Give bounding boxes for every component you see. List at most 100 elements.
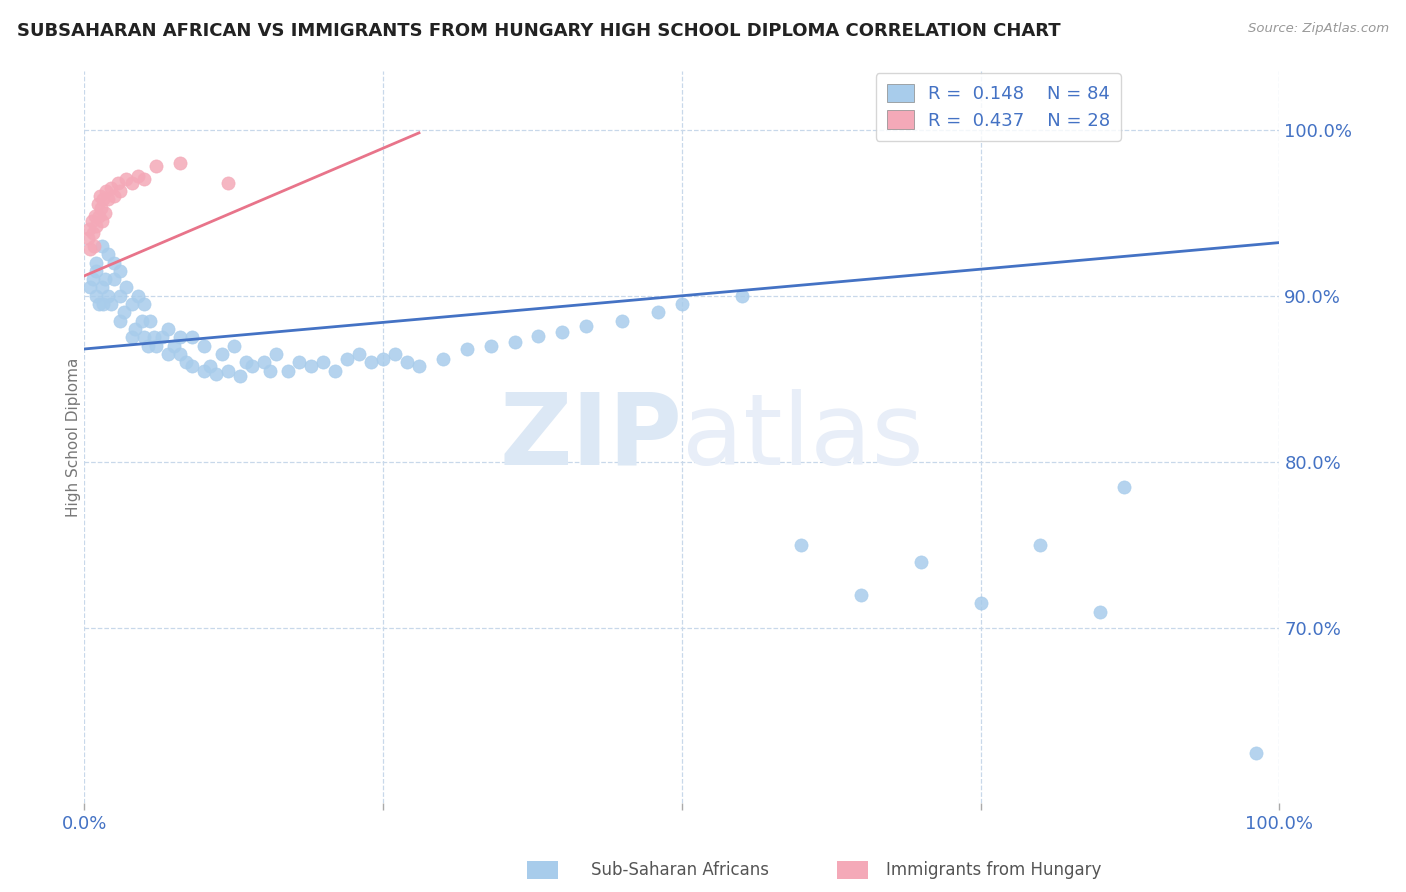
Point (112, 305, 135, 319)
Point (851, 588, 873, 602)
Text: SUBSAHARAN AFRICAN VS IMMIGRANTS FROM HUNGARY HIGH SCHOOL DIPLOMA CORRELATION CH: SUBSAHARAN AFRICAN VS IMMIGRANTS FROM HU… (17, 22, 1060, 40)
Point (86, 255, 108, 269)
Text: Source: ZipAtlas.com: Source: ZipAtlas.com (1249, 22, 1389, 36)
Point (82, 226, 104, 240)
Point (89, 189, 111, 203)
Point (479, 338, 502, 352)
Point (503, 335, 526, 350)
Point (93, 297, 115, 311)
Point (217, 363, 239, 377)
Point (193, 363, 215, 377)
Point (97, 289, 120, 303)
Point (103, 272, 125, 286)
Point (80, 214, 103, 228)
Point (93, 192, 115, 206)
Point (1029, 538, 1052, 552)
Point (222, 338, 245, 352)
Point (90, 201, 112, 215)
Point (259, 363, 281, 377)
Point (264, 347, 287, 361)
Point (107, 176, 129, 190)
Point (174, 355, 197, 369)
Point (86, 289, 108, 303)
Legend: R =  0.148    N = 84, R =  0.437    N = 28: R = 0.148 N = 84, R = 0.437 N = 28 (876, 73, 1121, 141)
Point (360, 355, 382, 369)
Point (124, 322, 146, 336)
Point (86, 219, 108, 233)
Point (205, 367, 228, 381)
Point (193, 338, 215, 352)
Point (86, 197, 108, 211)
Point (181, 359, 204, 373)
Point (240, 359, 263, 373)
Point (671, 297, 693, 311)
Point (575, 318, 598, 333)
Point (145, 338, 167, 352)
Point (157, 347, 180, 361)
Point (103, 189, 125, 203)
Point (731, 289, 754, 303)
Point (79, 242, 101, 256)
Point (1090, 605, 1112, 619)
Point (373, 351, 395, 366)
Point (198, 359, 221, 373)
Point (127, 169, 149, 183)
Point (612, 314, 634, 328)
Point (127, 289, 149, 303)
Point (93, 205, 115, 219)
Point (91, 280, 114, 294)
Point (970, 596, 993, 610)
Point (150, 330, 173, 344)
Point (131, 314, 153, 328)
Point (181, 330, 204, 344)
Point (100, 180, 122, 194)
Point (83, 239, 105, 253)
Point (163, 338, 186, 352)
Point (121, 330, 143, 344)
Point (100, 297, 122, 311)
Point (86, 264, 108, 278)
Point (132, 297, 156, 311)
Point (325, 363, 347, 377)
Point (110, 184, 132, 198)
Point (97, 192, 120, 206)
Point (77, 222, 100, 236)
Point (87, 297, 110, 311)
Point (93, 272, 115, 286)
Point (87, 209, 110, 223)
Point (110, 314, 132, 328)
Point (336, 351, 359, 366)
Point (94, 184, 117, 198)
Point (288, 355, 311, 369)
Point (142, 330, 165, 344)
Point (217, 176, 239, 190)
Point (408, 359, 430, 373)
Point (384, 347, 406, 361)
Point (157, 322, 180, 336)
Point (169, 330, 191, 344)
Text: atlas: atlas (682, 389, 924, 485)
Point (79, 280, 101, 294)
Point (110, 289, 132, 303)
Point (115, 172, 138, 186)
Point (456, 342, 478, 356)
Point (91, 239, 114, 253)
Point (910, 555, 932, 569)
Point (145, 159, 167, 173)
Point (790, 538, 813, 552)
Point (1114, 480, 1136, 494)
Point (91, 214, 114, 228)
Point (136, 338, 159, 352)
Point (132, 172, 156, 186)
Point (647, 305, 669, 319)
Point (77, 230, 100, 244)
Point (121, 176, 143, 190)
Point (1244, 746, 1267, 760)
Point (396, 355, 419, 369)
Text: ZIP: ZIP (499, 389, 682, 485)
Point (301, 359, 323, 373)
Point (527, 328, 550, 343)
Point (115, 280, 138, 294)
Point (277, 363, 299, 377)
Point (103, 255, 125, 269)
